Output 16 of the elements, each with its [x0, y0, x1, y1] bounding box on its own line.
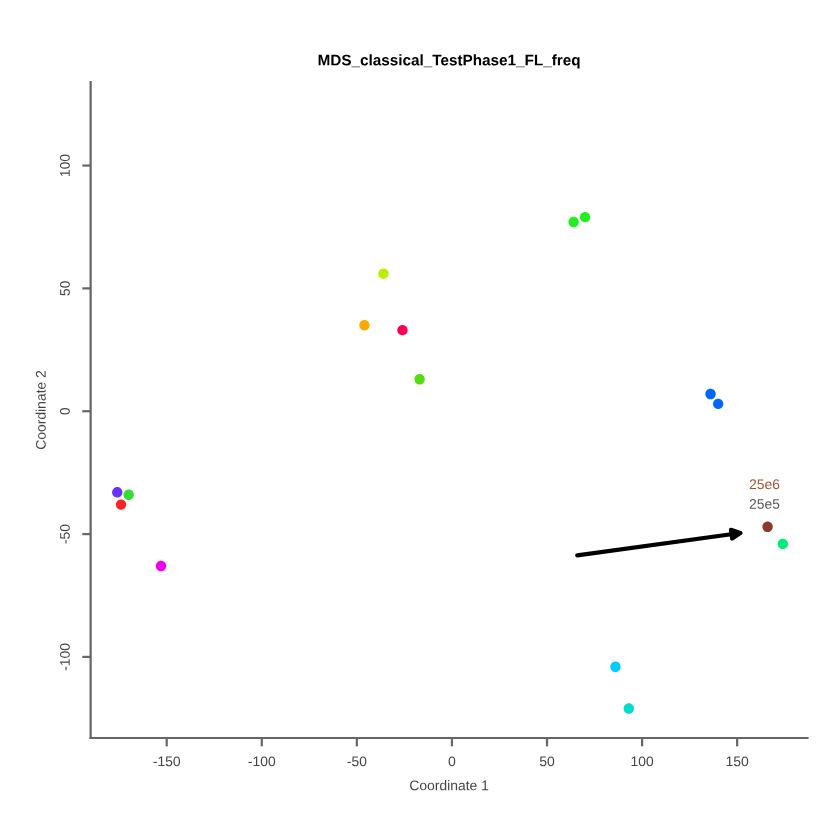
point — [623, 703, 634, 714]
point — [414, 374, 425, 385]
point — [115, 499, 127, 510]
point — [705, 388, 716, 400]
point — [712, 398, 724, 410]
point — [610, 661, 621, 672]
point — [112, 487, 123, 498]
point — [777, 538, 788, 550]
point — [155, 560, 167, 572]
point — [568, 216, 579, 228]
point — [579, 211, 591, 223]
point — [123, 489, 134, 500]
point — [397, 324, 408, 336]
point — [762, 521, 773, 532]
point — [359, 320, 370, 331]
point — [378, 268, 389, 279]
